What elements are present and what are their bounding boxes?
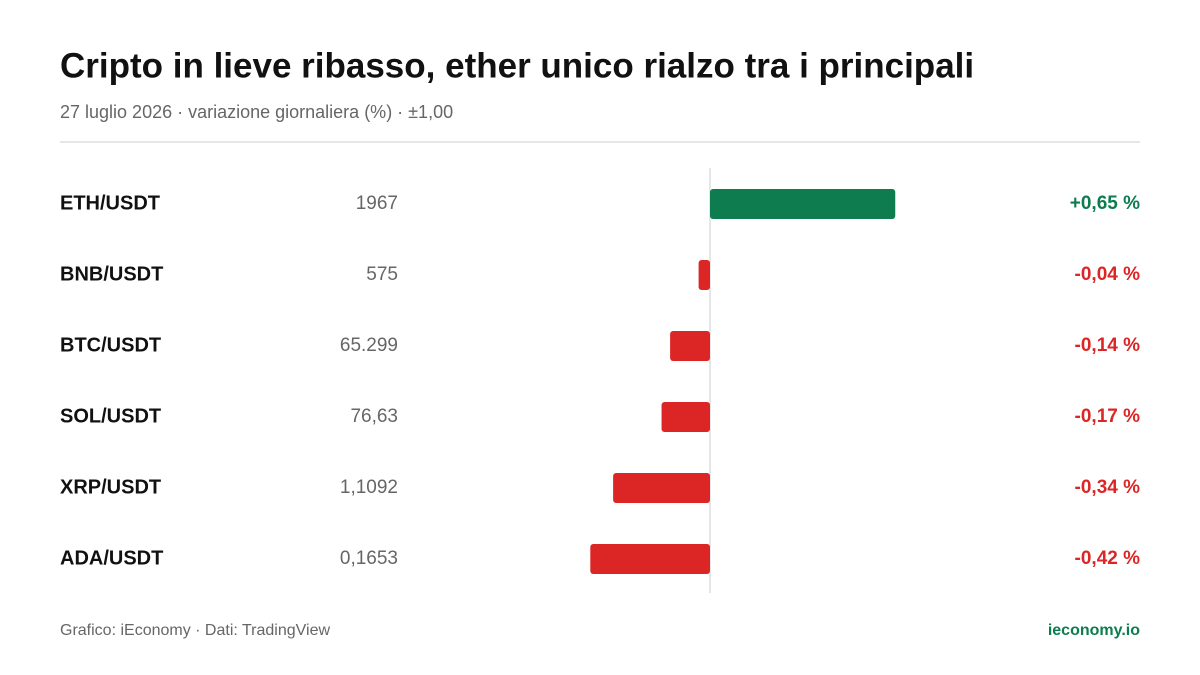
price-label: 1,1092 [340,477,398,498]
category-label: ETH/USDT [60,192,160,214]
category-label: ADA/USDT [60,547,163,569]
chart-title: Cripto in lieve ribasso, ether unico ria… [60,46,974,85]
bar [670,331,710,361]
price-label: 65.299 [340,335,398,356]
chart-subtitle: 27 luglio 2026 · variazione giornaliera … [60,102,453,122]
price-label: 1967 [356,193,398,214]
value-label: -0,17 % [1075,406,1141,427]
category-label: SOL/USDT [60,405,161,427]
category-label: BTC/USDT [60,334,161,356]
category-label: BNB/USDT [60,263,163,285]
value-label: +0,65 % [1070,193,1140,214]
bar [590,544,710,574]
price-label: 76,63 [350,406,398,427]
bar [710,189,896,219]
price-label: 0,1653 [340,548,398,569]
bar [661,402,710,432]
value-label: -0,14 % [1075,335,1141,356]
value-label: -0,42 % [1075,548,1141,569]
bar [613,473,710,503]
value-label: -0,04 % [1075,264,1141,285]
brand: ieconomy.io [1048,622,1140,639]
value-label: -0,34 % [1075,477,1141,498]
price-label: 575 [366,264,398,285]
category-label: XRP/USDT [60,476,161,498]
bar [698,260,710,290]
source: Grafico: iEconomy · Dati: TradingView [60,622,330,639]
